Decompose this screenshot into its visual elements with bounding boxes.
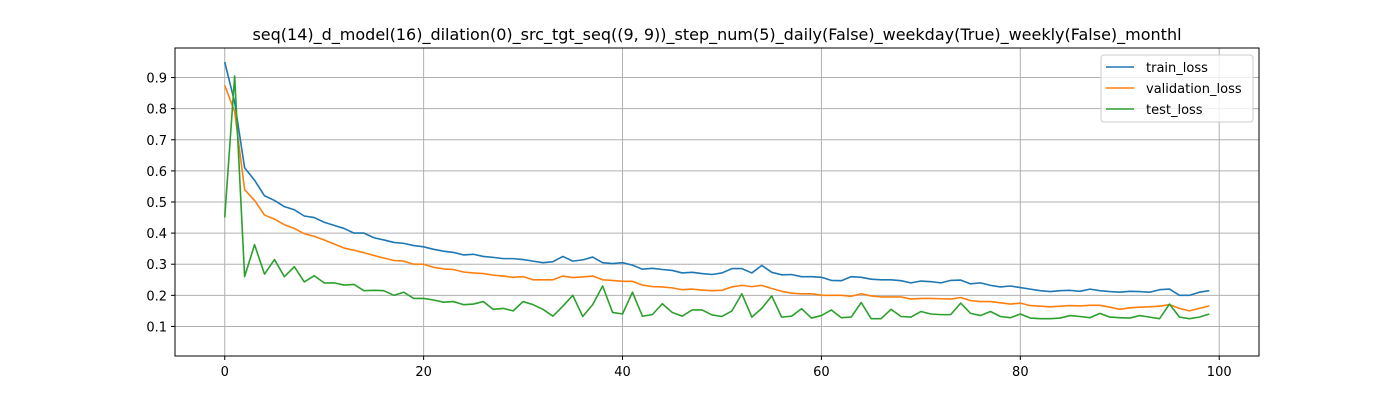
chart-title: seq(14)_d_model(16)_dilation(0)_src_tgt_… <box>252 25 1181 45</box>
legend: train_loss validation_loss test_loss <box>1100 54 1254 123</box>
series-line-train-loss <box>223 61 1210 297</box>
y-tick-label: 0.1 <box>146 320 167 335</box>
y-tick-label: 0.5 <box>146 196 167 211</box>
series-line-test-loss <box>223 75 1210 320</box>
y-tick-label: 0.6 <box>146 165 167 180</box>
y-tick-label: 0.4 <box>146 227 167 242</box>
y-tick-label: 0.8 <box>146 103 167 118</box>
x-tick-label: 80 <box>1012 365 1029 380</box>
x-tick-label: 60 <box>813 365 830 380</box>
y-tick-label: 0.7 <box>146 134 167 149</box>
x-tick-label: 100 <box>1207 365 1232 380</box>
series-layer <box>223 61 1210 320</box>
y-tick-label: 0.9 <box>146 72 167 87</box>
axis-layer: 0 20 40 60 80 100 0.1 0.2 0.3 0.4 0.5 0.6 0.7 0.8 0.9 <box>146 72 1231 380</box>
x-tick-label: 0 <box>221 365 229 380</box>
series-line-validation-loss <box>223 85 1210 312</box>
legend-label-test-loss: test_loss <box>1146 103 1203 118</box>
y-tick-label: 0.2 <box>146 289 167 304</box>
legend-label-validation-loss: validation_loss <box>1146 82 1242 97</box>
x-tick-label: 40 <box>614 365 631 380</box>
grid-layer <box>175 48 1259 356</box>
legend-box <box>1100 54 1254 123</box>
legend-label-train-loss: train_loss <box>1146 61 1208 76</box>
x-tick-label: 20 <box>415 365 432 380</box>
y-tick-label: 0.3 <box>146 258 167 273</box>
